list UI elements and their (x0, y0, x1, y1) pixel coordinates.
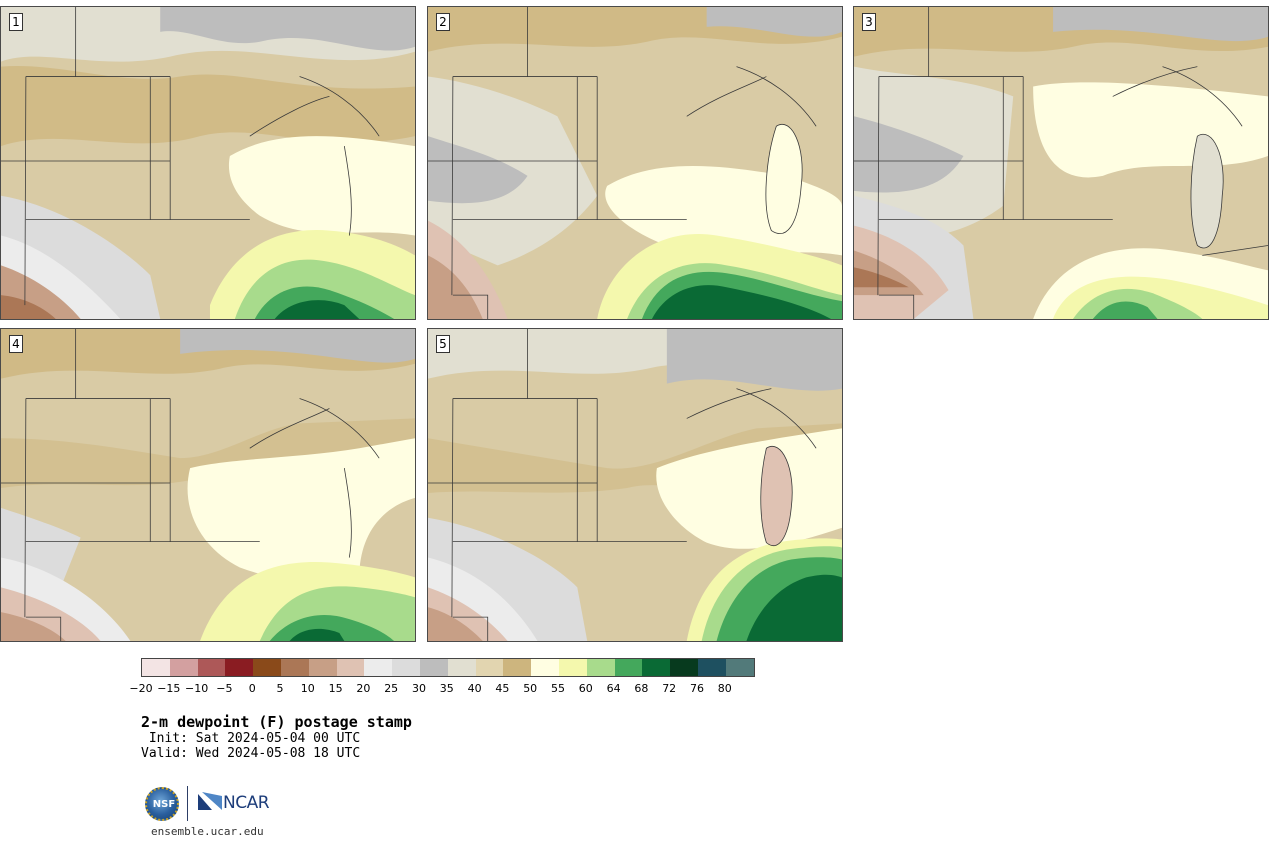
colorbar-tick-label: 80 (717, 682, 732, 695)
colorbar-tick-label: 45 (495, 682, 510, 695)
colorbar-tick-label: 10 (300, 682, 315, 695)
colorbar-tick-label: −10 (184, 682, 209, 695)
colorbar-swatch (725, 659, 754, 676)
member-panel-1: 1 (0, 6, 416, 320)
dewpoint-map-2 (428, 7, 842, 319)
panel-number: 2 (436, 13, 450, 31)
sponsor-logos: NSF NCAR (145, 786, 285, 822)
colorbar-tick-label: 5 (276, 682, 284, 695)
colorbar-swatch (586, 659, 615, 676)
colorbar-swatch (670, 659, 698, 676)
chart-title: 2-m dewpoint (F) postage stamp (141, 713, 412, 731)
colorbar-swatch (225, 659, 254, 676)
colorbar-tick-label: 0 (248, 682, 256, 695)
colorbar-swatch (503, 659, 532, 676)
colorbar-tick-label: −20 (129, 682, 153, 695)
colorbar-swatch (447, 659, 476, 676)
colorbar-tick-label: −5 (216, 682, 233, 695)
colorbar-swatch (364, 659, 393, 676)
member-panel-2: 2 (427, 6, 843, 320)
dewpoint-map-1 (1, 7, 415, 319)
member-panel-3: 3 (853, 6, 1269, 320)
ncar-logo-text: NCAR (223, 793, 270, 813)
colorbar-tick-label: 35 (439, 682, 454, 695)
colorbar-tick-label: 64 (606, 682, 621, 695)
colorbar-tick-label: 60 (578, 682, 593, 695)
colorbar-swatch (280, 659, 309, 676)
colorbar-tick-label: 55 (551, 682, 565, 695)
colorbar-tick-label: 15 (328, 682, 343, 695)
colorbar-swatch (419, 659, 448, 676)
ncar-mark-icon (198, 792, 222, 810)
colorbar-swatch (253, 659, 281, 676)
dewpoint-map-3 (854, 7, 1268, 319)
colorbar-swatch (614, 659, 643, 676)
colorbar-tick-label: 40 (467, 682, 482, 695)
colorbar-tick-label: 68 (634, 682, 649, 695)
logo-divider (187, 786, 188, 821)
panel-number: 5 (436, 335, 450, 353)
colorbar-swatch (308, 659, 337, 676)
member-panel-4: 4 (0, 328, 416, 642)
colorbar-swatch (475, 659, 504, 676)
colorbar-swatch (142, 659, 170, 676)
valid-time: Valid: Wed 2024-05-08 18 UTC (141, 746, 361, 761)
colorbar-swatch (531, 659, 559, 676)
panel-number: 1 (9, 13, 23, 31)
colorbar-swatch (197, 659, 226, 676)
colorbar-tick-label: 25 (384, 682, 399, 695)
colorbar-tick-label: 72 (662, 682, 677, 695)
colorbar-swatch (169, 659, 198, 676)
colorbar-swatch (336, 659, 365, 676)
colorbar-tick-label: 50 (523, 682, 538, 695)
init-time: Init: Sat 2024-05-04 00 UTC (141, 731, 361, 746)
member-panel-5: 5 (427, 328, 843, 642)
colorbar-tick-label: 76 (690, 682, 704, 695)
colorbar-swatch (558, 659, 587, 676)
panel-number: 3 (862, 13, 876, 31)
colorbar-tick-label: −15 (157, 682, 181, 695)
colorbar-swatch (697, 659, 726, 676)
dewpoint-colorbar (141, 658, 755, 677)
colorbar-swatch (392, 659, 420, 676)
colorbar-tick-label: 30 (412, 682, 426, 695)
panel-number: 4 (9, 335, 23, 353)
nsf-logo: NSF (145, 787, 179, 821)
dewpoint-map-5 (428, 329, 842, 641)
nsf-logo-text: NSF (152, 799, 176, 810)
website-url[interactable]: ensemble.ucar.edu (151, 825, 264, 838)
colorbar-tick-label: 20 (356, 682, 371, 695)
colorbar-tick-labels: −20 −15 −10 −5 0 5 10 15 20 25 30 35 40 45 50 55 60 64 68 7… (129, 682, 761, 696)
colorbar-swatch (642, 659, 671, 676)
dewpoint-map-4 (1, 329, 415, 641)
